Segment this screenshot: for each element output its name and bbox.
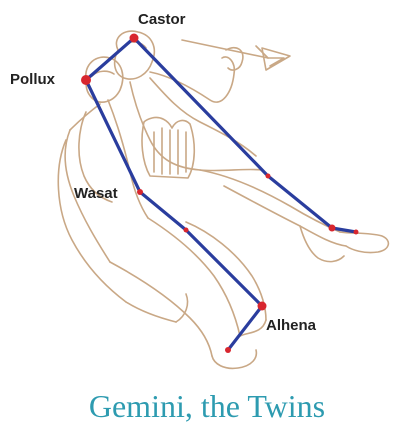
- line-castor-pollux: [84, 36, 136, 82]
- star-east-1: [265, 173, 271, 179]
- twins-figure-illustration: [57, 30, 390, 370]
- star-east-3: [353, 229, 359, 235]
- star-east-2: [328, 224, 336, 232]
- line-wasat-mid: [138, 190, 188, 232]
- line-feet-tip: [330, 226, 358, 234]
- line-alhena-foot: [226, 304, 264, 352]
- figure-caption: Gemini, the Twins: [88, 388, 326, 424]
- star-dots: [81, 33, 359, 353]
- label-pollux: Pollux: [10, 71, 56, 88]
- constellation-lines: [84, 36, 358, 352]
- label-castor: Castor: [138, 11, 186, 28]
- star-wasat: [137, 189, 143, 195]
- line-pollux-wasat: [84, 78, 142, 194]
- label-wasat: Wasat: [74, 185, 118, 202]
- star-foot: [225, 347, 231, 353]
- star-alhena: [257, 301, 267, 311]
- line-east-feet: [266, 174, 334, 230]
- star-pollux: [81, 75, 91, 85]
- star-castor: [129, 33, 139, 43]
- star-mid-1: [183, 227, 189, 233]
- label-alhena: Alhena: [266, 317, 317, 334]
- line-mid-alhena: [184, 228, 264, 308]
- line-castor-east: [132, 36, 270, 178]
